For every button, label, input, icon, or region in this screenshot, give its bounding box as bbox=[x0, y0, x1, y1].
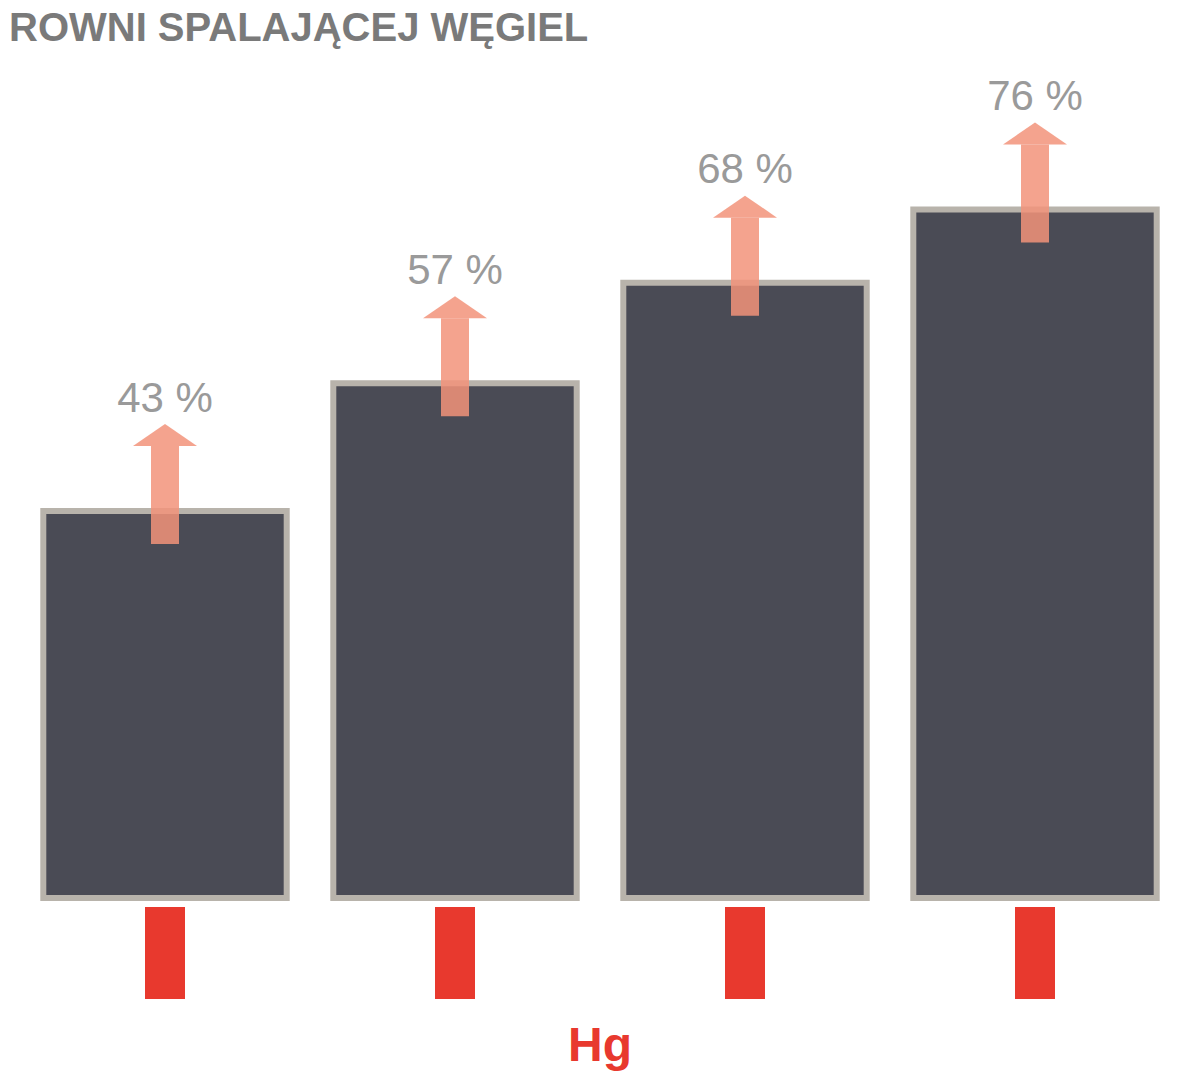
svg-text:57 %: 57 % bbox=[407, 246, 503, 293]
svg-text:68 %: 68 % bbox=[697, 145, 793, 192]
svg-text:Hg: Hg bbox=[568, 1018, 632, 1071]
svg-text:76 %: 76 % bbox=[987, 72, 1083, 119]
svg-text:43 %: 43 % bbox=[117, 374, 213, 421]
svg-text:ROWNI SPALAJĄCEJ WĘGIEL: ROWNI SPALAJĄCEJ WĘGIEL bbox=[9, 5, 588, 49]
